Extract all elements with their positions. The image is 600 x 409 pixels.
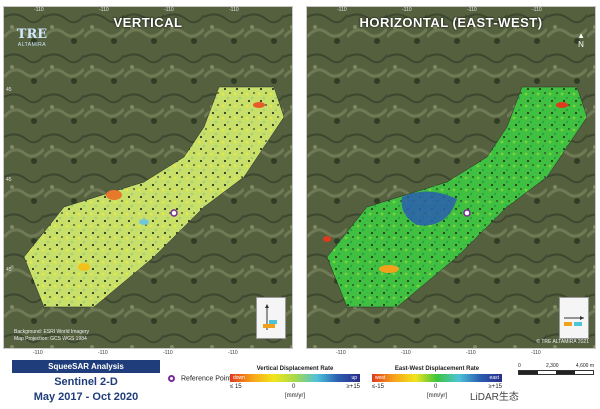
tick-mid: 0 [292, 384, 296, 390]
vertical-colorbar-ticks: ≤ 15 0 ≥+15 [230, 384, 360, 392]
satellite-label: Sentinel 2-D [54, 376, 118, 388]
vertical-panel-title: VERTICAL [113, 15, 183, 30]
reference-point-legend: Reference Point [168, 375, 231, 382]
vertical-legend-title: Vertical Displacement Rate [256, 366, 334, 372]
east-west-legend-unit: [mm/yr] [427, 393, 447, 399]
vertical-map-panel: VERTICAL TRE ALTAMIRA -110 -110 -110 -11… [3, 6, 293, 349]
tick-min: ≤-15 [372, 384, 384, 390]
tick-side: 45 [6, 177, 12, 183]
scale-bar: 0 2,300 4,600 m [518, 363, 594, 375]
colorbar-right-label: east [489, 375, 499, 381]
logo-mark: TRE [16, 27, 48, 42]
tick-side: 45 [6, 267, 12, 273]
tick-bottom: -110 [466, 350, 476, 356]
east-west-map-panel: HORIZONTAL (EAST-WEST) ▲ N -110 -110 -11… [306, 6, 596, 349]
copyright-text: © TRE ALTAMIRA 2021 [536, 339, 589, 345]
vertical-displacement-legend: Vertical Displacement Rate down up ≤ 15 … [230, 366, 360, 399]
logo-sub: ALTAMIRA [17, 42, 47, 48]
north-arrow-icon: ▲ [577, 31, 585, 40]
east-west-colorbar: west east [372, 374, 502, 382]
tick-top: -110 [402, 7, 412, 13]
tick-bottom: -110 [163, 350, 173, 356]
scale-label-2: 4,600 m [575, 363, 594, 369]
east-west-panel-title: HORIZONTAL (EAST-WEST) [359, 15, 543, 30]
tick-mid: 0 [434, 384, 438, 390]
colorbar-left-label: down [233, 375, 245, 381]
tick-bottom: -110 [531, 350, 541, 356]
tick-top: -110 [467, 7, 477, 13]
east-west-legend-title: East-West Displacement Rate [394, 366, 480, 372]
colorbar-left-label: west [375, 375, 386, 381]
tick-top: -110 [99, 7, 109, 13]
tick-top: -110 [337, 7, 347, 13]
tick-bottom: -110 [98, 350, 108, 356]
tick-bottom: -110 [33, 350, 43, 356]
tick-bottom: -110 [401, 350, 411, 356]
watermark-text: LiDAR生态 [470, 392, 519, 403]
colorbar-right-label: up [351, 375, 357, 381]
tick-top: -110 [164, 7, 174, 13]
tre-altamira-logo: TRE ALTAMIRA [14, 27, 50, 48]
reference-point-icon [168, 375, 175, 382]
east-west-displacement-legend: East-West Displacement Rate west east ≤-… [372, 366, 502, 399]
east-west-map [307, 7, 595, 348]
tick-side: 45 [6, 87, 12, 93]
scale-bar-segments [518, 370, 594, 375]
tick-top: -110 [229, 7, 239, 13]
north-label: N [578, 40, 584, 49]
analysis-title: SqueeSAR Analysis [12, 360, 160, 373]
north-arrow: ▲ N [577, 31, 585, 49]
vertical-map [4, 7, 292, 348]
vertical-legend-unit: [mm/yr] [285, 393, 305, 399]
vertical-legend-inset [256, 297, 286, 339]
tick-top: -110 [532, 7, 542, 13]
tick-max: ≥+15 [346, 384, 360, 390]
tick-min: ≤ 15 [230, 384, 242, 390]
tick-max: ≥+15 [488, 384, 502, 390]
vertical-colorbar: down up [230, 374, 360, 382]
east-west-legend-inset [559, 297, 589, 339]
map-credits: Background: ESRI World Imagery Map Proje… [14, 329, 89, 343]
scale-label-1: 2,300 [546, 363, 559, 369]
reference-point-label: Reference Point [181, 375, 232, 383]
credits-background: Background: ESRI World Imagery [14, 329, 89, 335]
tick-bottom: -110 [228, 350, 238, 356]
credits-projection: Map Projection: GCS WGS 1984 [14, 336, 87, 342]
period-label: May 2017 - Oct 2020 [33, 391, 139, 403]
east-west-colorbar-ticks: ≤-15 0 ≥+15 [372, 384, 502, 392]
tick-top: -110 [34, 7, 44, 13]
scale-label-0: 0 [518, 363, 521, 369]
tick-bottom: -110 [336, 350, 346, 356]
